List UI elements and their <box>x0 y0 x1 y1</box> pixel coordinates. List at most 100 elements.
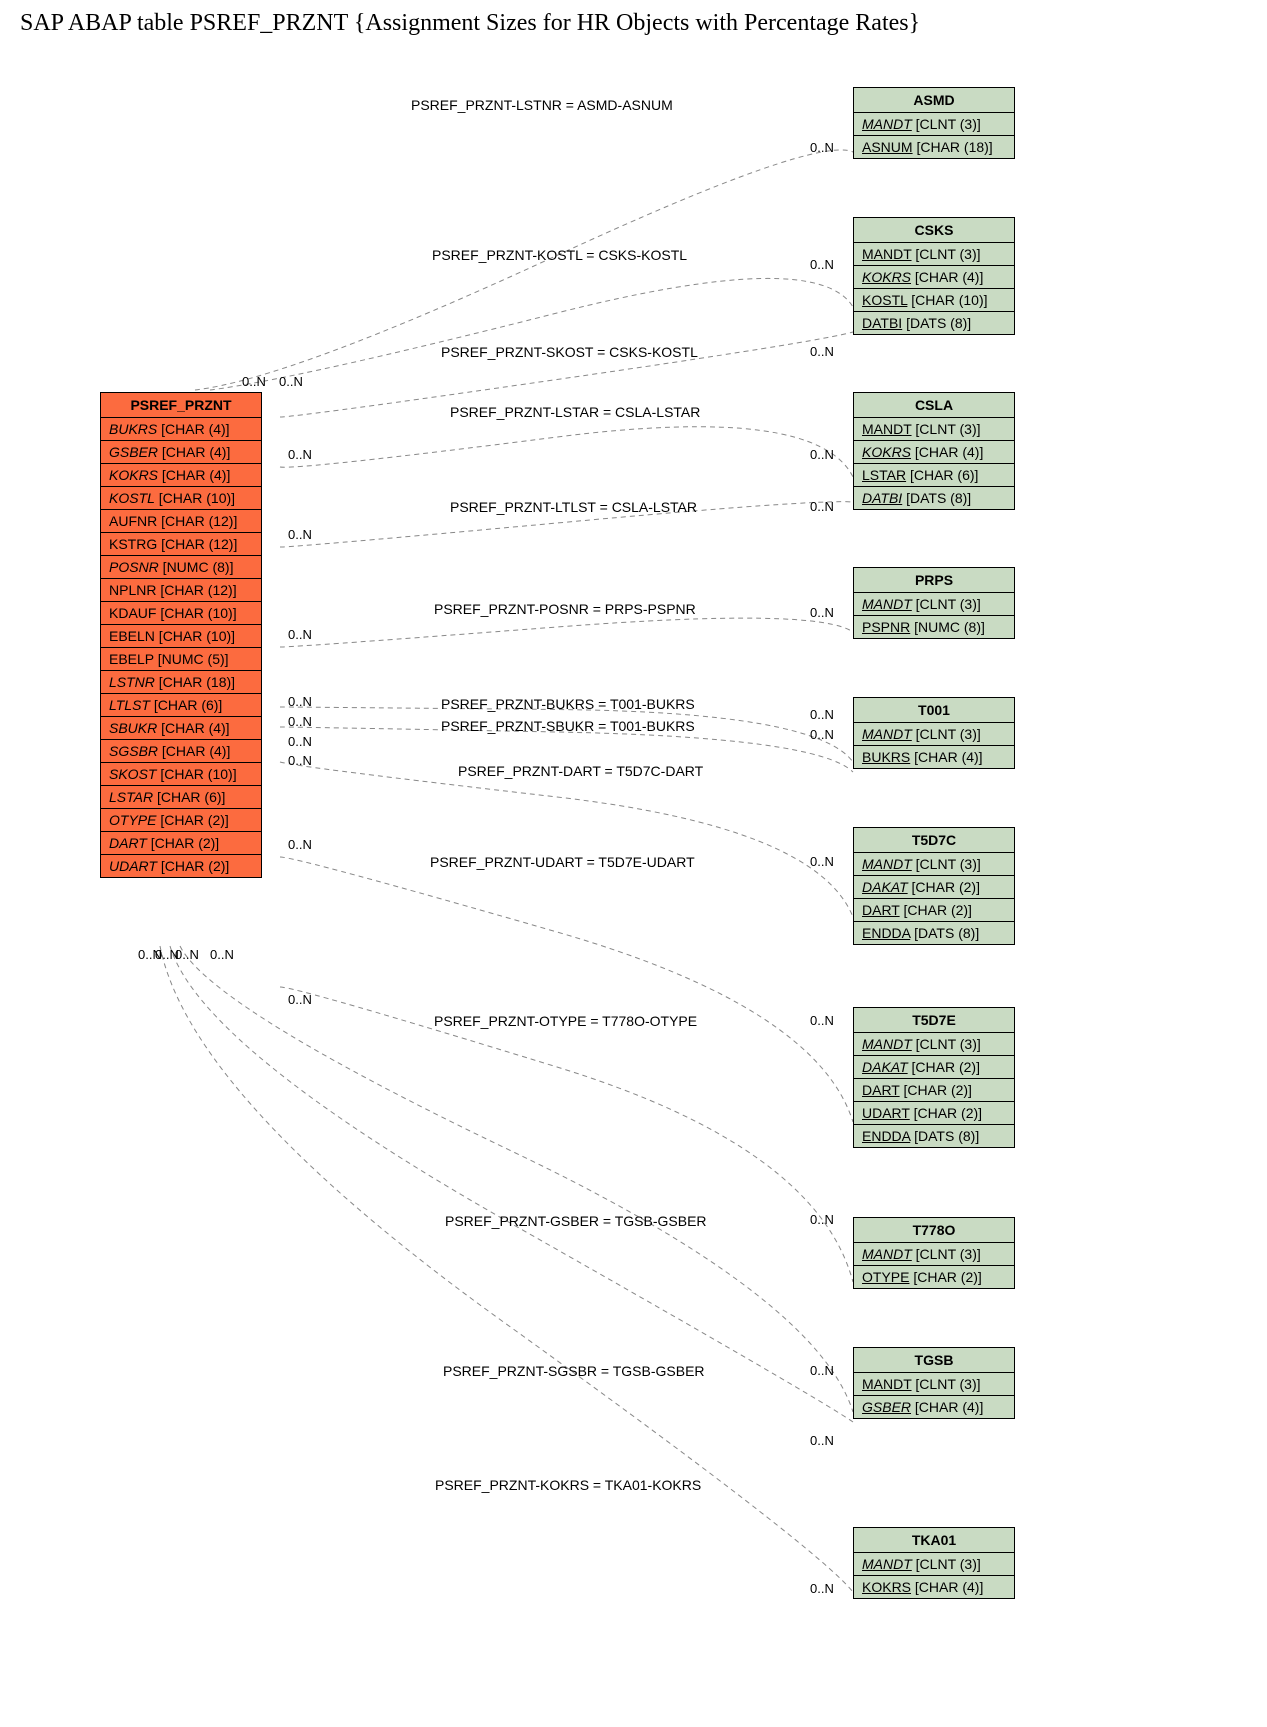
cardinality-label: 0..N <box>810 854 834 869</box>
entity-field: SKOST [CHAR (10)] <box>101 763 261 786</box>
entity-field: MANDT [CLNT (3)] <box>854 853 1014 876</box>
relation-label: PSREF_PRZNT-LTLST = CSLA-LSTAR <box>450 499 697 515</box>
entity-field: KOKRS [CHAR (4)] <box>854 266 1014 289</box>
cardinality-label: 0..N <box>288 447 312 462</box>
entity-field: DART [CHAR (2)] <box>854 899 1014 922</box>
entity-field: EBELN [CHAR (10)] <box>101 625 261 648</box>
entity-field: MANDT [CLNT (3)] <box>854 243 1014 266</box>
entity-field: KOSTL [CHAR (10)] <box>854 289 1014 312</box>
cardinality-label: 0..N <box>288 734 312 749</box>
entity-t5d7c: T5D7CMANDT [CLNT (3)]DAKAT [CHAR (2)]DAR… <box>853 827 1015 945</box>
entity-field: KOKRS [CHAR (4)] <box>854 441 1014 464</box>
relation-label: PSREF_PRZNT-OTYPE = T778O-OTYPE <box>434 1013 697 1029</box>
entity-field: GSBER [CHAR (4)] <box>101 441 261 464</box>
entity-t778o: T778OMANDT [CLNT (3)]OTYPE [CHAR (2)] <box>853 1217 1015 1289</box>
entity-csla: CSLAMANDT [CLNT (3)]KOKRS [CHAR (4)]LSTA… <box>853 392 1015 510</box>
cardinality-label: 0..N <box>210 947 234 962</box>
entity-field: LSTNR [CHAR (18)] <box>101 671 261 694</box>
entity-field: MANDT [CLNT (3)] <box>854 593 1014 616</box>
entity-header: TGSB <box>854 1348 1014 1373</box>
relation-label: PSREF_PRZNT-SKOST = CSKS-KOSTL <box>441 344 698 360</box>
entity-field: MANDT [CLNT (3)] <box>854 1243 1014 1266</box>
cardinality-label: 0..N <box>279 374 303 389</box>
entity-field: UDART [CHAR (2)] <box>101 855 261 877</box>
entity-header: CSLA <box>854 393 1014 418</box>
entity-csks: CSKSMANDT [CLNT (3)]KOKRS [CHAR (4)]KOST… <box>853 217 1015 335</box>
entity-field: DATBI [DATS (8)] <box>854 487 1014 509</box>
entity-header: PRPS <box>854 568 1014 593</box>
entity-field: GSBER [CHAR (4)] <box>854 1396 1014 1418</box>
entity-field: DAKAT [CHAR (2)] <box>854 876 1014 899</box>
cardinality-label: 0..N <box>288 753 312 768</box>
relation-label: PSREF_PRZNT-BUKRS = T001-BUKRS <box>441 696 695 712</box>
cardinality-label: 0..N <box>288 714 312 729</box>
connector-svg <box>10 47 1257 1717</box>
cardinality-label: 0..N <box>810 140 834 155</box>
entity-field: OTYPE [CHAR (2)] <box>101 809 261 832</box>
entity-field: MANDT [CLNT (3)] <box>854 1553 1014 1576</box>
entity-field: MANDT [CLNT (3)] <box>854 1373 1014 1396</box>
cardinality-label: 0..N <box>288 837 312 852</box>
entity-header: T5D7C <box>854 828 1014 853</box>
entity-field: NPLNR [CHAR (12)] <box>101 579 261 602</box>
entity-field: BUKRS [CHAR (4)] <box>101 418 261 441</box>
entity-field: KDAUF [CHAR (10)] <box>101 602 261 625</box>
entity-field: LSTAR [CHAR (6)] <box>101 786 261 809</box>
page-title: SAP ABAP table PSREF_PRZNT {Assignment S… <box>10 10 1267 37</box>
entity-field: ASNUM [CHAR (18)] <box>854 136 1014 158</box>
relation-label: PSREF_PRZNT-KOSTL = CSKS-KOSTL <box>432 247 687 263</box>
cardinality-label: 0..N <box>288 527 312 542</box>
entity-field: DART [CHAR (2)] <box>854 1079 1014 1102</box>
entity-tka01: TKA01MANDT [CLNT (3)]KOKRS [CHAR (4)] <box>853 1527 1015 1599</box>
entity-field: MANDT [CLNT (3)] <box>854 723 1014 746</box>
entity-field: UDART [CHAR (2)] <box>854 1102 1014 1125</box>
entity-tgsb: TGSBMANDT [CLNT (3)]GSBER [CHAR (4)] <box>853 1347 1015 1419</box>
entity-field: LTLST [CHAR (6)] <box>101 694 261 717</box>
cardinality-label: 0..N <box>810 605 834 620</box>
entity-field: DART [CHAR (2)] <box>101 832 261 855</box>
cardinality-label: 0..N <box>242 374 266 389</box>
entity-t5d7e: T5D7EMANDT [CLNT (3)]DAKAT [CHAR (2)]DAR… <box>853 1007 1015 1148</box>
entity-field: POSNR [NUMC (8)] <box>101 556 261 579</box>
entity-field: MANDT [CLNT (3)] <box>854 1033 1014 1056</box>
entity-asmd: ASMDMANDT [CLNT (3)]ASNUM [CHAR (18)] <box>853 87 1015 159</box>
entity-field: EBELP [NUMC (5)] <box>101 648 261 671</box>
entity-header: T5D7E <box>854 1008 1014 1033</box>
relation-label: PSREF_PRZNT-LSTNR = ASMD-ASNUM <box>411 97 673 113</box>
relation-label: PSREF_PRZNT-UDART = T5D7E-UDART <box>430 854 695 870</box>
relation-label: PSREF_PRZNT-DART = T5D7C-DART <box>458 763 703 779</box>
cardinality-label: 0..N <box>810 1212 834 1227</box>
entity-field: MANDT [CLNT (3)] <box>854 113 1014 136</box>
entity-field: ENDDA [DATS (8)] <box>854 1125 1014 1147</box>
relation-label: PSREF_PRZNT-SGSBR = TGSB-GSBER <box>443 1363 705 1379</box>
entity-header: PSREF_PRZNT <box>101 393 261 418</box>
cardinality-label: 0..N <box>810 727 834 742</box>
entity-field: SGSBR [CHAR (4)] <box>101 740 261 763</box>
entity-field: LSTAR [CHAR (6)] <box>854 464 1014 487</box>
cardinality-label: 0..N <box>175 947 199 962</box>
entity-field: OTYPE [CHAR (2)] <box>854 1266 1014 1288</box>
cardinality-label: 0..N <box>810 1581 834 1596</box>
entity-prps: PRPSMANDT [CLNT (3)]PSPNR [NUMC (8)] <box>853 567 1015 639</box>
entity-field: BUKRS [CHAR (4)] <box>854 746 1014 768</box>
relation-label: PSREF_PRZNT-POSNR = PRPS-PSPNR <box>434 601 696 617</box>
cardinality-label: 0..N <box>810 499 834 514</box>
cardinality-label: 0..N <box>288 694 312 709</box>
cardinality-label: 0..N <box>810 1363 834 1378</box>
relation-label: PSREF_PRZNT-GSBER = TGSB-GSBER <box>445 1213 707 1229</box>
cardinality-label: 0..N <box>288 992 312 1007</box>
entity-t001: T001MANDT [CLNT (3)]BUKRS [CHAR (4)] <box>853 697 1015 769</box>
entity-header: CSKS <box>854 218 1014 243</box>
entity-field: MANDT [CLNT (3)] <box>854 418 1014 441</box>
entity-field: KOKRS [CHAR (4)] <box>101 464 261 487</box>
cardinality-label: 0..N <box>810 1013 834 1028</box>
entity-field: SBUKR [CHAR (4)] <box>101 717 261 740</box>
relation-label: PSREF_PRZNT-SBUKR = T001-BUKRS <box>441 718 695 734</box>
entity-header: ASMD <box>854 88 1014 113</box>
cardinality-label: 0..N <box>810 257 834 272</box>
entity-header: T001 <box>854 698 1014 723</box>
entity-field: PSPNR [NUMC (8)] <box>854 616 1014 638</box>
entity-field: DATBI [DATS (8)] <box>854 312 1014 334</box>
entity-field: ENDDA [DATS (8)] <box>854 922 1014 944</box>
diagram-canvas: PSREF_PRZNTBUKRS [CHAR (4)]GSBER [CHAR (… <box>10 47 1257 1717</box>
